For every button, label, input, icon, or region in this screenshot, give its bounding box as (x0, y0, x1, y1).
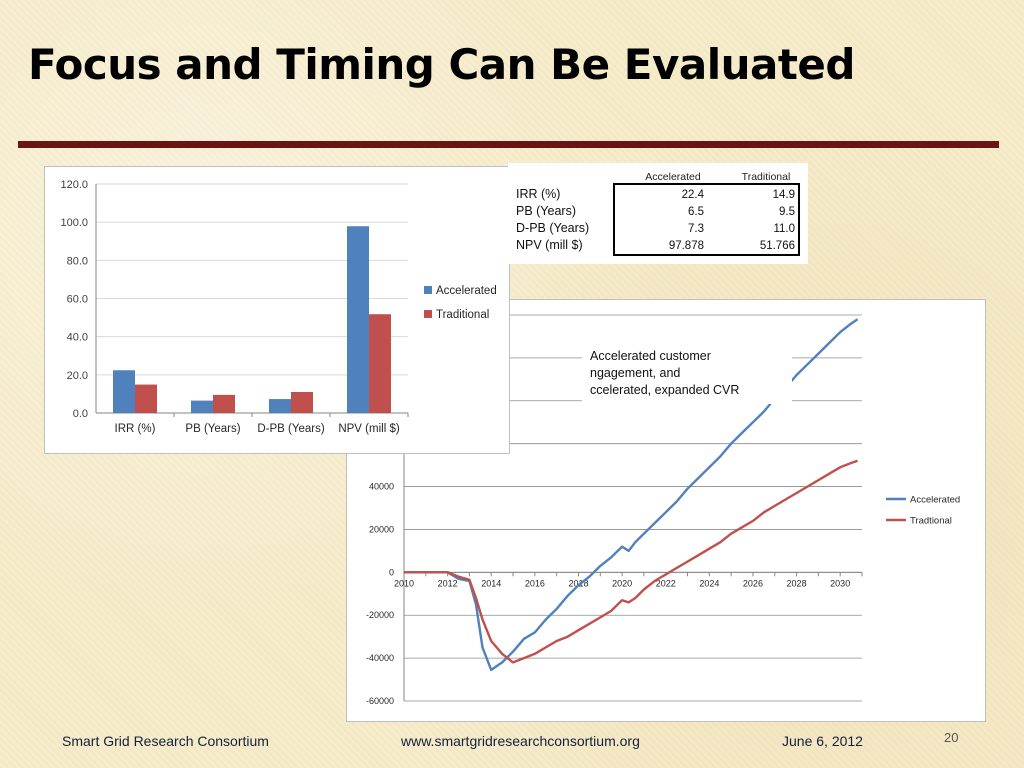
bar-y-tick-label: 100.0 (60, 217, 88, 229)
line-x-tick-label: 2030 (830, 578, 850, 588)
bar-x-tick-label: NPV (mill $) (338, 423, 400, 435)
slide-title: Focus and Timing Can Be Evaluated (28, 40, 855, 89)
bar-legend-label: Traditional (436, 309, 489, 321)
bar-x-tick-label: IRR (%) (115, 423, 156, 435)
line-series-traditional (404, 459, 858, 664)
table-cell: 9.5 (779, 206, 795, 218)
table-svg: Accelerated Traditional IRR (%) 22.4 14.9 PB … (516, 171, 800, 256)
metrics-table: Accelerated Traditional IRR (%) 22.4 14.9 PB … (508, 163, 808, 264)
bar-traditional (135, 384, 157, 413)
annotation-box (582, 344, 792, 404)
bar-x-tick-label: D-PB (Years) (257, 423, 324, 435)
bar-legend-swatch (424, 310, 432, 318)
table-header: Traditional (742, 171, 791, 183)
table-box (613, 183, 800, 256)
table-cell: 7.3 (688, 223, 704, 235)
footer-organization: Smart Grid Research Consortium (62, 733, 269, 749)
bar-legend-swatch (424, 286, 432, 294)
page-number: 20 (944, 730, 959, 745)
bar-accelerated (113, 370, 135, 413)
table-row-label: NPV (mill $) (516, 238, 583, 252)
bar-traditional (369, 314, 391, 413)
table-cell: 22.4 (682, 189, 705, 201)
bar-accelerated (191, 400, 213, 413)
line-x-tick-label: 2018 (568, 578, 588, 588)
line-x-tick-label: 2016 (525, 578, 545, 588)
table-cell: 97.878 (669, 240, 704, 252)
line-legend-label: Tradtional (910, 516, 952, 527)
line-x-tick-label: 2022 (656, 578, 676, 588)
line-x-tick-label: 2028 (787, 578, 807, 588)
bar-y-tick-label: 20.0 (67, 370, 88, 382)
table-row-label: D-PB (Years) (516, 221, 589, 235)
title-divider (18, 141, 999, 148)
bar-traditional (213, 394, 235, 413)
line-y-tick-label: 20000 (369, 524, 394, 534)
line-x-tick-label: 2012 (438, 578, 458, 588)
line-y-tick-label: 40000 (369, 482, 394, 492)
line-y-tick-label: -20000 (366, 610, 394, 620)
table-row-label: PB (Years) (516, 204, 576, 218)
table-row-label: IRR (%) (516, 187, 560, 201)
bar-y-tick-label: 120.0 (60, 179, 88, 191)
annotation-line: Accelerated customer (590, 349, 711, 363)
table-cell: 51.766 (760, 240, 795, 252)
table-cell: 6.5 (688, 206, 704, 218)
line-y-tick-label: -40000 (366, 653, 394, 663)
bar-y-tick-label: 0.0 (73, 408, 88, 420)
line-x-tick-label: 2024 (699, 578, 719, 588)
line-y-tick-label: -60000 (366, 696, 394, 706)
bar-accelerated (347, 226, 369, 413)
table-cell: 14.9 (773, 189, 795, 201)
bar-y-tick-label: 80.0 (67, 255, 88, 267)
line-x-tick-label: 2026 (743, 578, 763, 588)
bar-y-tick-label: 40.0 (67, 332, 88, 344)
annotation-line: ngagement, and (590, 366, 680, 380)
bar-chart-svg: 0.0 20.0 40.0 60.0 80.0 100.0 120.0 IRR (%) PB (… (44, 166, 510, 454)
footer-website: www.smartgridresearchconsortium.org (401, 733, 640, 749)
bar-traditional (291, 392, 313, 413)
metrics-bar-chart: 0.0 20.0 40.0 60.0 80.0 100.0 120.0 IRR (%) PB (… (44, 166, 510, 454)
line-x-tick-label: 2020 (612, 578, 632, 588)
annotation-line: ccelerated, expanded CVR (590, 383, 739, 397)
bar-accelerated (269, 399, 291, 413)
bar-x-tick-label: PB (Years) (185, 423, 240, 435)
bar-y-tick-label: 60.0 (67, 294, 88, 306)
line-x-tick-label: 2010 (394, 578, 414, 588)
table-cell: 11.0 (773, 223, 795, 235)
line-legend-label: Accelerated (910, 495, 960, 506)
footer-date: June 6, 2012 (782, 733, 863, 749)
line-y-tick-label: 0 (389, 567, 394, 577)
table-header: Accelerated (645, 171, 701, 183)
bar-legend-label: Accelerated (436, 285, 497, 297)
line-x-tick-label: 2014 (481, 578, 501, 588)
